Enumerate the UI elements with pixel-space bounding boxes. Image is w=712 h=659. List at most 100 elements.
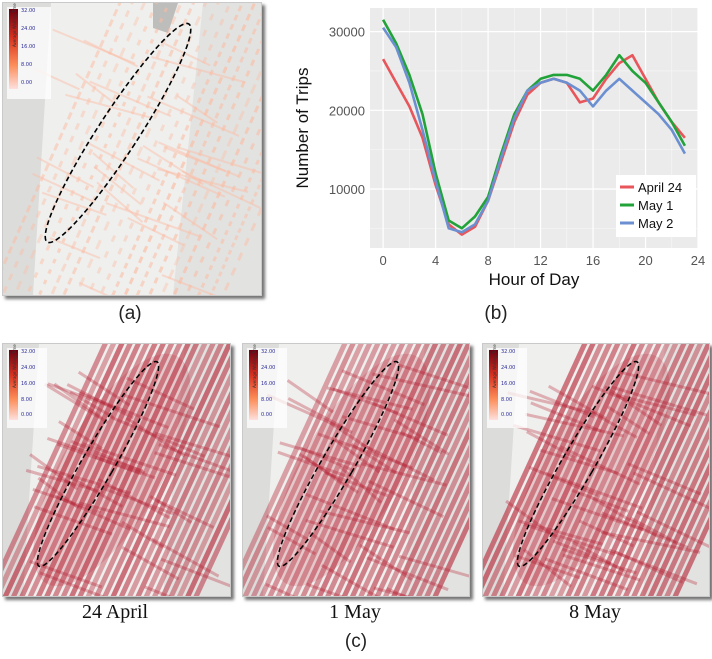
heat-crossstreet: [150, 537, 220, 578]
heat-crossstreet: [151, 56, 246, 84]
heat-crossstreet: [161, 274, 217, 295]
heat-streak: [86, 3, 220, 295]
heat-crossstreet: [303, 455, 345, 487]
heat-crossstreet: [157, 168, 249, 193]
series-line: [382, 26, 687, 234]
heat-crossstreet: [350, 442, 398, 475]
heat-crossstreet: [329, 421, 377, 454]
heat-streak: [3, 344, 125, 596]
heat-streak: [548, 344, 670, 596]
legend-c3-tick: 8.00: [501, 397, 513, 403]
heat-crossstreet: [332, 387, 399, 415]
heat-crossstreet: [318, 509, 411, 535]
heat-crossstreet: [629, 516, 677, 544]
heat-crossstreet: [67, 474, 124, 508]
heat-streak: [176, 480, 230, 596]
heat-crossstreet: [518, 519, 603, 546]
legend-c1-tick: 8.00: [21, 397, 33, 403]
heat-streak: [267, 344, 389, 596]
heat-crossstreet: [339, 465, 383, 504]
heat-streak: [3, 3, 134, 295]
heat-crossstreet: [603, 385, 663, 427]
y-tick-label: 20000: [329, 103, 365, 118]
heat-crossstreet: [121, 546, 180, 581]
heat-crossstreet: [522, 548, 572, 588]
legend-a-tick: 32.00: [21, 8, 36, 14]
heat-crossstreet: [610, 385, 708, 417]
heat-crossstreet: [539, 448, 619, 475]
heat-streak: [60, 344, 183, 596]
heat-streak: [483, 344, 588, 572]
heat-streak: [27, 344, 150, 596]
heat-crossstreet: [588, 409, 638, 439]
heat-streak: [341, 344, 463, 596]
heat-crossstreet: [162, 201, 218, 241]
heat-crossstreet: [78, 281, 109, 295]
heat-streak: [111, 3, 245, 295]
heat-streak: [614, 390, 709, 596]
heat-crossstreet: [46, 437, 144, 473]
legend-label: May 2: [638, 216, 673, 231]
heatmap-a: [3, 3, 261, 295]
heat-crossstreet: [525, 412, 625, 438]
heat-streak: [631, 426, 709, 596]
legend-a: 32.00 24.00 16.00 8.00 0.00 Average Wait…: [7, 3, 51, 99]
heat-streak: [399, 444, 469, 596]
legend-title: Average Waiting Time: [492, 344, 497, 388]
heat-crossstreet: [37, 464, 132, 495]
heat-streak: [664, 498, 709, 596]
heat-streak: [19, 344, 142, 596]
heat-crossstreet: [121, 520, 164, 549]
heat-crossstreet: [277, 450, 350, 479]
legend-title: Average Waiting Time: [12, 344, 17, 388]
heat-streak: [49, 3, 183, 295]
heat-crossstreet: [49, 237, 101, 259]
heat-streak: [143, 408, 230, 596]
heat-streak: [499, 344, 621, 596]
heat-crossstreet: [561, 547, 637, 575]
heat-crossstreet: [142, 144, 204, 186]
heat-crossstreet: [367, 479, 445, 518]
heat-crossstreet: [158, 443, 230, 472]
y-tick-label: 10000: [329, 182, 365, 197]
heat-crossstreet: [386, 587, 408, 596]
heat-crossstreet: [93, 165, 142, 206]
heat-crossstreet: [156, 499, 215, 529]
heat-crossstreet: [306, 582, 345, 596]
legend-c3-tick: 24.00: [501, 365, 516, 371]
heat-crossstreet: [121, 393, 221, 429]
legend-c3-tick: 16.00: [501, 381, 516, 387]
heat-streak: [69, 344, 191, 596]
heat-crossstreet: [358, 543, 413, 581]
heat-streak: [275, 344, 397, 596]
heat-crossstreet: [287, 397, 346, 430]
heat-crossstreet: [154, 431, 230, 458]
heat-streak: [672, 516, 709, 596]
heat-streak: [573, 344, 695, 596]
legend-c2-tick: 32.00: [261, 349, 276, 355]
heat-crossstreet: [333, 438, 381, 474]
heat-crossstreet: [96, 181, 144, 223]
heat-streak: [3, 3, 122, 271]
map-c2: 32.00 24.00 16.00 8.00 0.00 Average Wait…: [242, 343, 470, 597]
heat-streak: [333, 344, 455, 596]
x-tick-label: 24: [691, 253, 705, 268]
heat-crossstreet: [86, 141, 161, 182]
heat-streak: [639, 444, 709, 596]
legend-a-tick: 8.00: [21, 62, 33, 68]
x-tick-label: 16: [586, 253, 600, 268]
caption-c-date-2: 1 May: [329, 601, 381, 623]
legend-c2-tick: 24.00: [261, 365, 276, 371]
heat-crossstreet: [265, 583, 296, 596]
heat-streak: [148, 40, 261, 295]
heat-crossstreet: [341, 415, 420, 441]
heat-crossstreet: [578, 519, 635, 548]
heat-streak: [185, 498, 230, 596]
heat-streak: [160, 444, 230, 596]
heat-crossstreet: [37, 476, 80, 509]
heat-crossstreet: [66, 383, 134, 420]
heat-streak: [483, 344, 596, 590]
heat-streak: [316, 344, 439, 596]
heat-crossstreet: [147, 95, 240, 137]
legend-c1: 32.00 24.00 16.00 8.00 0.00 Average Wait…: [7, 344, 47, 428]
